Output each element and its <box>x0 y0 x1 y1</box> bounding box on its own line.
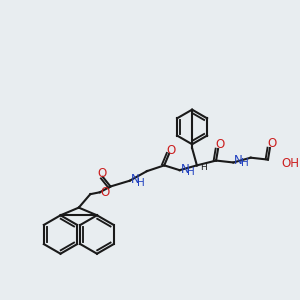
Text: H: H <box>137 178 145 188</box>
Text: OH: OH <box>281 157 299 170</box>
Text: O: O <box>97 167 106 180</box>
Text: N: N <box>181 163 189 176</box>
Text: H: H <box>187 167 195 177</box>
Text: O: O <box>101 186 110 199</box>
Text: N: N <box>234 154 243 167</box>
Text: O: O <box>267 137 276 150</box>
Text: H: H <box>200 163 206 172</box>
Text: O: O <box>166 143 176 157</box>
Text: N: N <box>130 173 140 186</box>
Text: O: O <box>215 138 225 151</box>
Text: H: H <box>241 158 249 168</box>
